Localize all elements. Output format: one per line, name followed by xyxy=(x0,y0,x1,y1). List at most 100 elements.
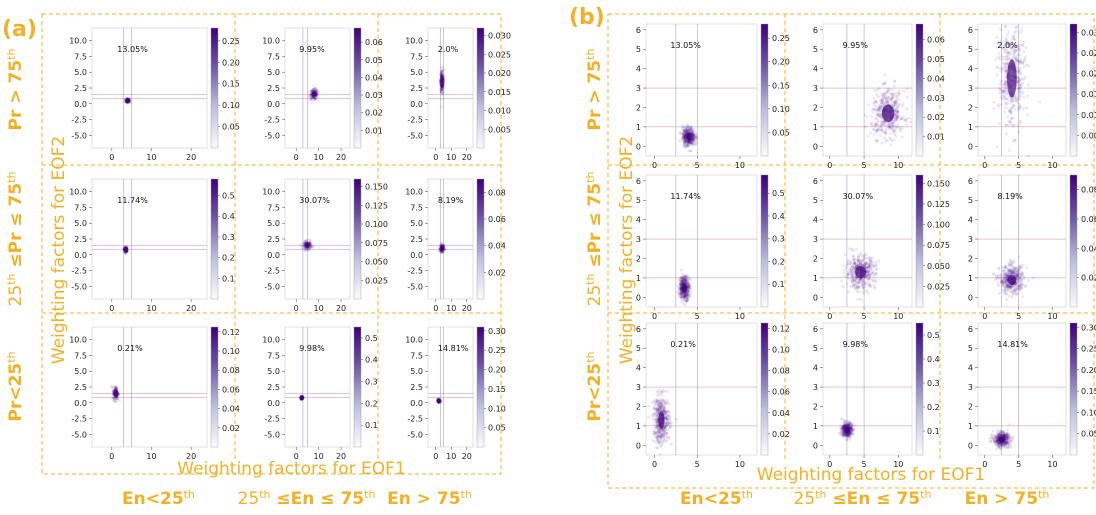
x-tick-label: 10 xyxy=(1047,161,1057,170)
density-point xyxy=(309,94,312,98)
density-point xyxy=(840,279,844,283)
x-axis-title: Weighting factors for EOF1 xyxy=(177,459,405,479)
density-point xyxy=(441,92,444,95)
density-point xyxy=(687,285,691,289)
density-point xyxy=(1003,86,1007,90)
density-point xyxy=(1004,106,1008,110)
x-tick-label: 20 xyxy=(462,153,472,162)
density-point xyxy=(309,245,313,249)
density-point xyxy=(853,261,857,265)
density-point xyxy=(439,90,443,94)
density-point xyxy=(303,246,307,250)
density-point xyxy=(309,95,313,99)
density-point xyxy=(307,238,311,241)
y-tick-label: 5.0 xyxy=(74,219,87,228)
density-point xyxy=(871,111,875,115)
density-point xyxy=(437,249,441,253)
density-point xyxy=(875,123,879,127)
density-point xyxy=(316,90,319,94)
density-point xyxy=(304,240,308,243)
density-point xyxy=(908,120,912,124)
colorbar-tick-label: 0.06 xyxy=(927,36,945,45)
density-point xyxy=(1017,60,1021,64)
colorbar-tick-label: 0.05 xyxy=(365,56,383,65)
density-point xyxy=(113,384,116,388)
density-point xyxy=(309,241,312,245)
superscript-text: th xyxy=(5,351,18,362)
colorbar-tick-label: 0.06 xyxy=(488,215,506,224)
density-point xyxy=(1004,132,1008,136)
x-axis-title: Weighting factors for EOF1 xyxy=(757,465,985,485)
density-point xyxy=(1003,91,1007,95)
density-point xyxy=(439,71,442,74)
density-point xyxy=(685,282,689,286)
density-point xyxy=(883,136,887,140)
axis-group-label: Pr<25th xyxy=(584,351,606,421)
density-point xyxy=(308,246,311,250)
percentage-label: 2.0% xyxy=(438,45,459,54)
density-point xyxy=(442,250,446,254)
colorbar-tick-label: 0.075 xyxy=(365,239,388,248)
density-point xyxy=(441,88,444,91)
colorbar-tick-label: 0.3 xyxy=(222,233,235,242)
density-point xyxy=(440,72,443,76)
density-point xyxy=(868,268,872,272)
density-core xyxy=(304,242,310,248)
density-point xyxy=(440,69,444,73)
x-tick-label: 10 xyxy=(735,312,745,321)
density-point xyxy=(308,241,311,244)
density-point xyxy=(440,244,444,247)
density-point xyxy=(313,96,316,99)
percentage-label: 13.05% xyxy=(670,41,701,50)
density-point xyxy=(309,246,312,249)
density-point xyxy=(891,104,895,108)
density-point xyxy=(114,385,118,388)
density-point xyxy=(442,243,446,246)
y-tick-label: 0.0 xyxy=(410,251,423,260)
density-point xyxy=(303,247,307,251)
density-point xyxy=(893,127,897,131)
density-point xyxy=(309,242,312,246)
y-tick-label: 10.0 xyxy=(405,37,423,46)
density-point xyxy=(1002,55,1006,59)
density-point xyxy=(997,122,1001,126)
density-point xyxy=(312,87,315,91)
colorbar-tick-label: 0.2 xyxy=(365,399,378,408)
x-tick-label: 20 xyxy=(336,153,346,162)
y-tick-label: 5 xyxy=(968,45,973,54)
colorbar-tick-label: 0.10 xyxy=(488,404,506,413)
colorbar-tick-label: 0.025 xyxy=(1081,49,1096,58)
density-point xyxy=(441,251,444,254)
density-point xyxy=(314,96,318,100)
density-point xyxy=(440,87,444,90)
label-text: 25 xyxy=(585,285,605,307)
x-tick-label: 10 xyxy=(446,304,456,313)
density-point xyxy=(992,100,996,104)
label-text: Pr > 75 xyxy=(6,60,26,131)
density-point xyxy=(442,244,445,247)
density-point xyxy=(440,89,443,92)
density-point xyxy=(997,91,1001,95)
density-point xyxy=(1007,57,1011,61)
density-point xyxy=(441,88,444,92)
density-point xyxy=(886,95,890,99)
y-tick-label: 7.5 xyxy=(74,351,87,360)
y-tick-label: 10.0 xyxy=(69,37,87,46)
density-point xyxy=(678,276,682,280)
label-text: ≤En ≤ 75 xyxy=(827,489,921,509)
density-core xyxy=(1006,59,1017,98)
density-point xyxy=(309,93,313,97)
density-point xyxy=(440,251,444,255)
density-point xyxy=(114,387,117,391)
density-point xyxy=(314,89,318,93)
density-point xyxy=(122,98,126,101)
density-point xyxy=(442,90,446,94)
label-text: En<25 xyxy=(680,489,742,509)
density-point xyxy=(440,88,444,92)
density-point xyxy=(310,97,313,101)
density-point xyxy=(115,385,119,389)
density-point xyxy=(312,89,316,93)
plot-area xyxy=(284,27,351,149)
